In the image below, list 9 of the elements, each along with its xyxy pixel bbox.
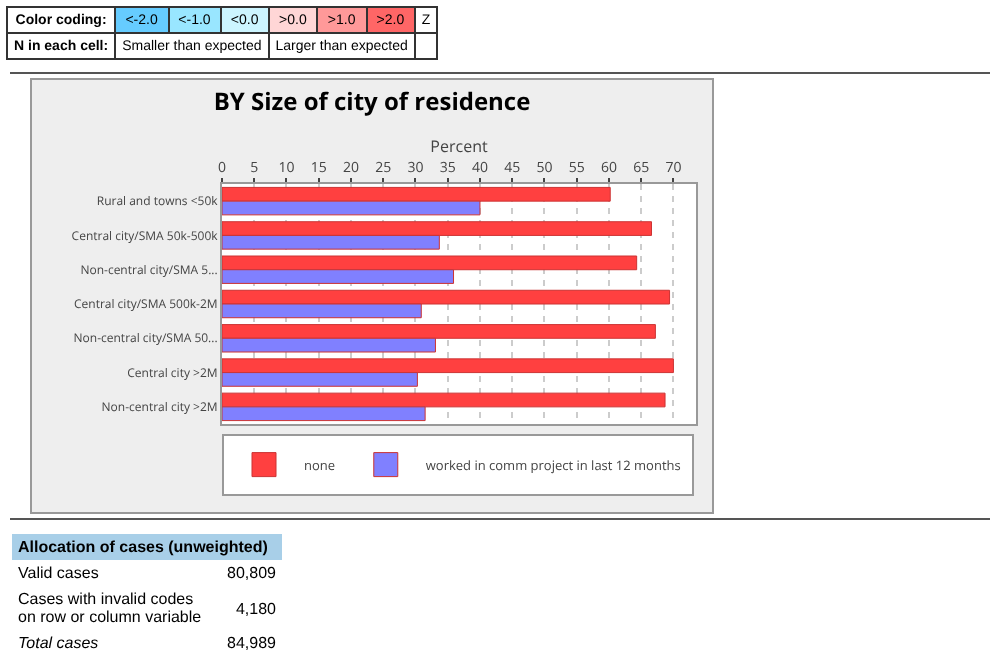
- chart-title: BY Size of city of residence: [213, 83, 531, 118]
- text: 80,809: [225, 562, 278, 586]
- text: 4,180: [233, 597, 278, 621]
- x-axis-title: Percent: [430, 135, 488, 158]
- text: Total cases: [16, 632, 101, 656]
- text: Valid cases: [16, 562, 101, 586]
- text: 84,989: [225, 632, 278, 656]
- text: Allocation of cases (unweighted): [12, 534, 282, 560]
- text: Cases with invalid codes on row or column variable: [16, 588, 204, 630]
